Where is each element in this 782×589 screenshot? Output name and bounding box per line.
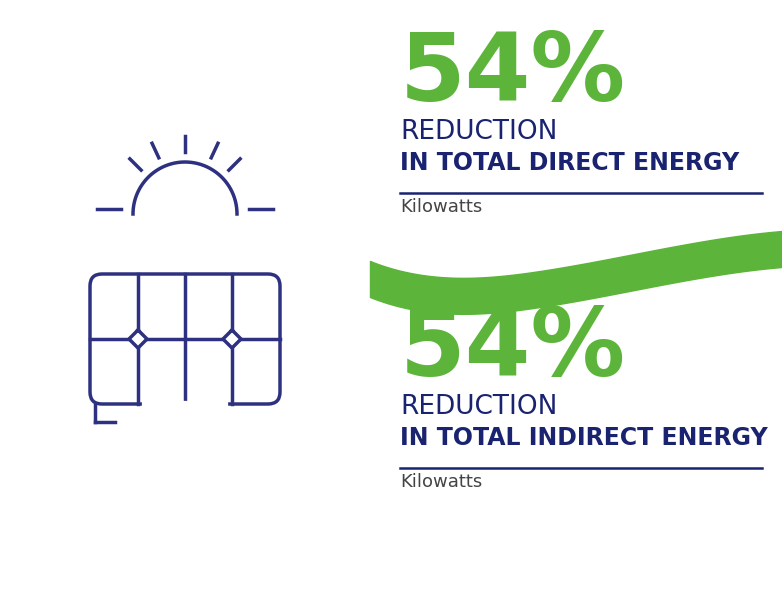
- Text: 54%: 54%: [400, 29, 626, 121]
- Polygon shape: [129, 330, 147, 348]
- Text: 54%: 54%: [400, 304, 626, 396]
- Text: Kilowatts: Kilowatts: [400, 473, 482, 491]
- Text: Kilowatts: Kilowatts: [400, 198, 482, 216]
- Text: IN TOTAL INDIRECT ENERGY: IN TOTAL INDIRECT ENERGY: [400, 426, 768, 450]
- Text: REDUCTION: REDUCTION: [400, 119, 558, 145]
- Text: REDUCTION: REDUCTION: [400, 394, 558, 420]
- Text: IN TOTAL DIRECT ENERGY: IN TOTAL DIRECT ENERGY: [400, 151, 739, 175]
- Polygon shape: [223, 330, 241, 348]
